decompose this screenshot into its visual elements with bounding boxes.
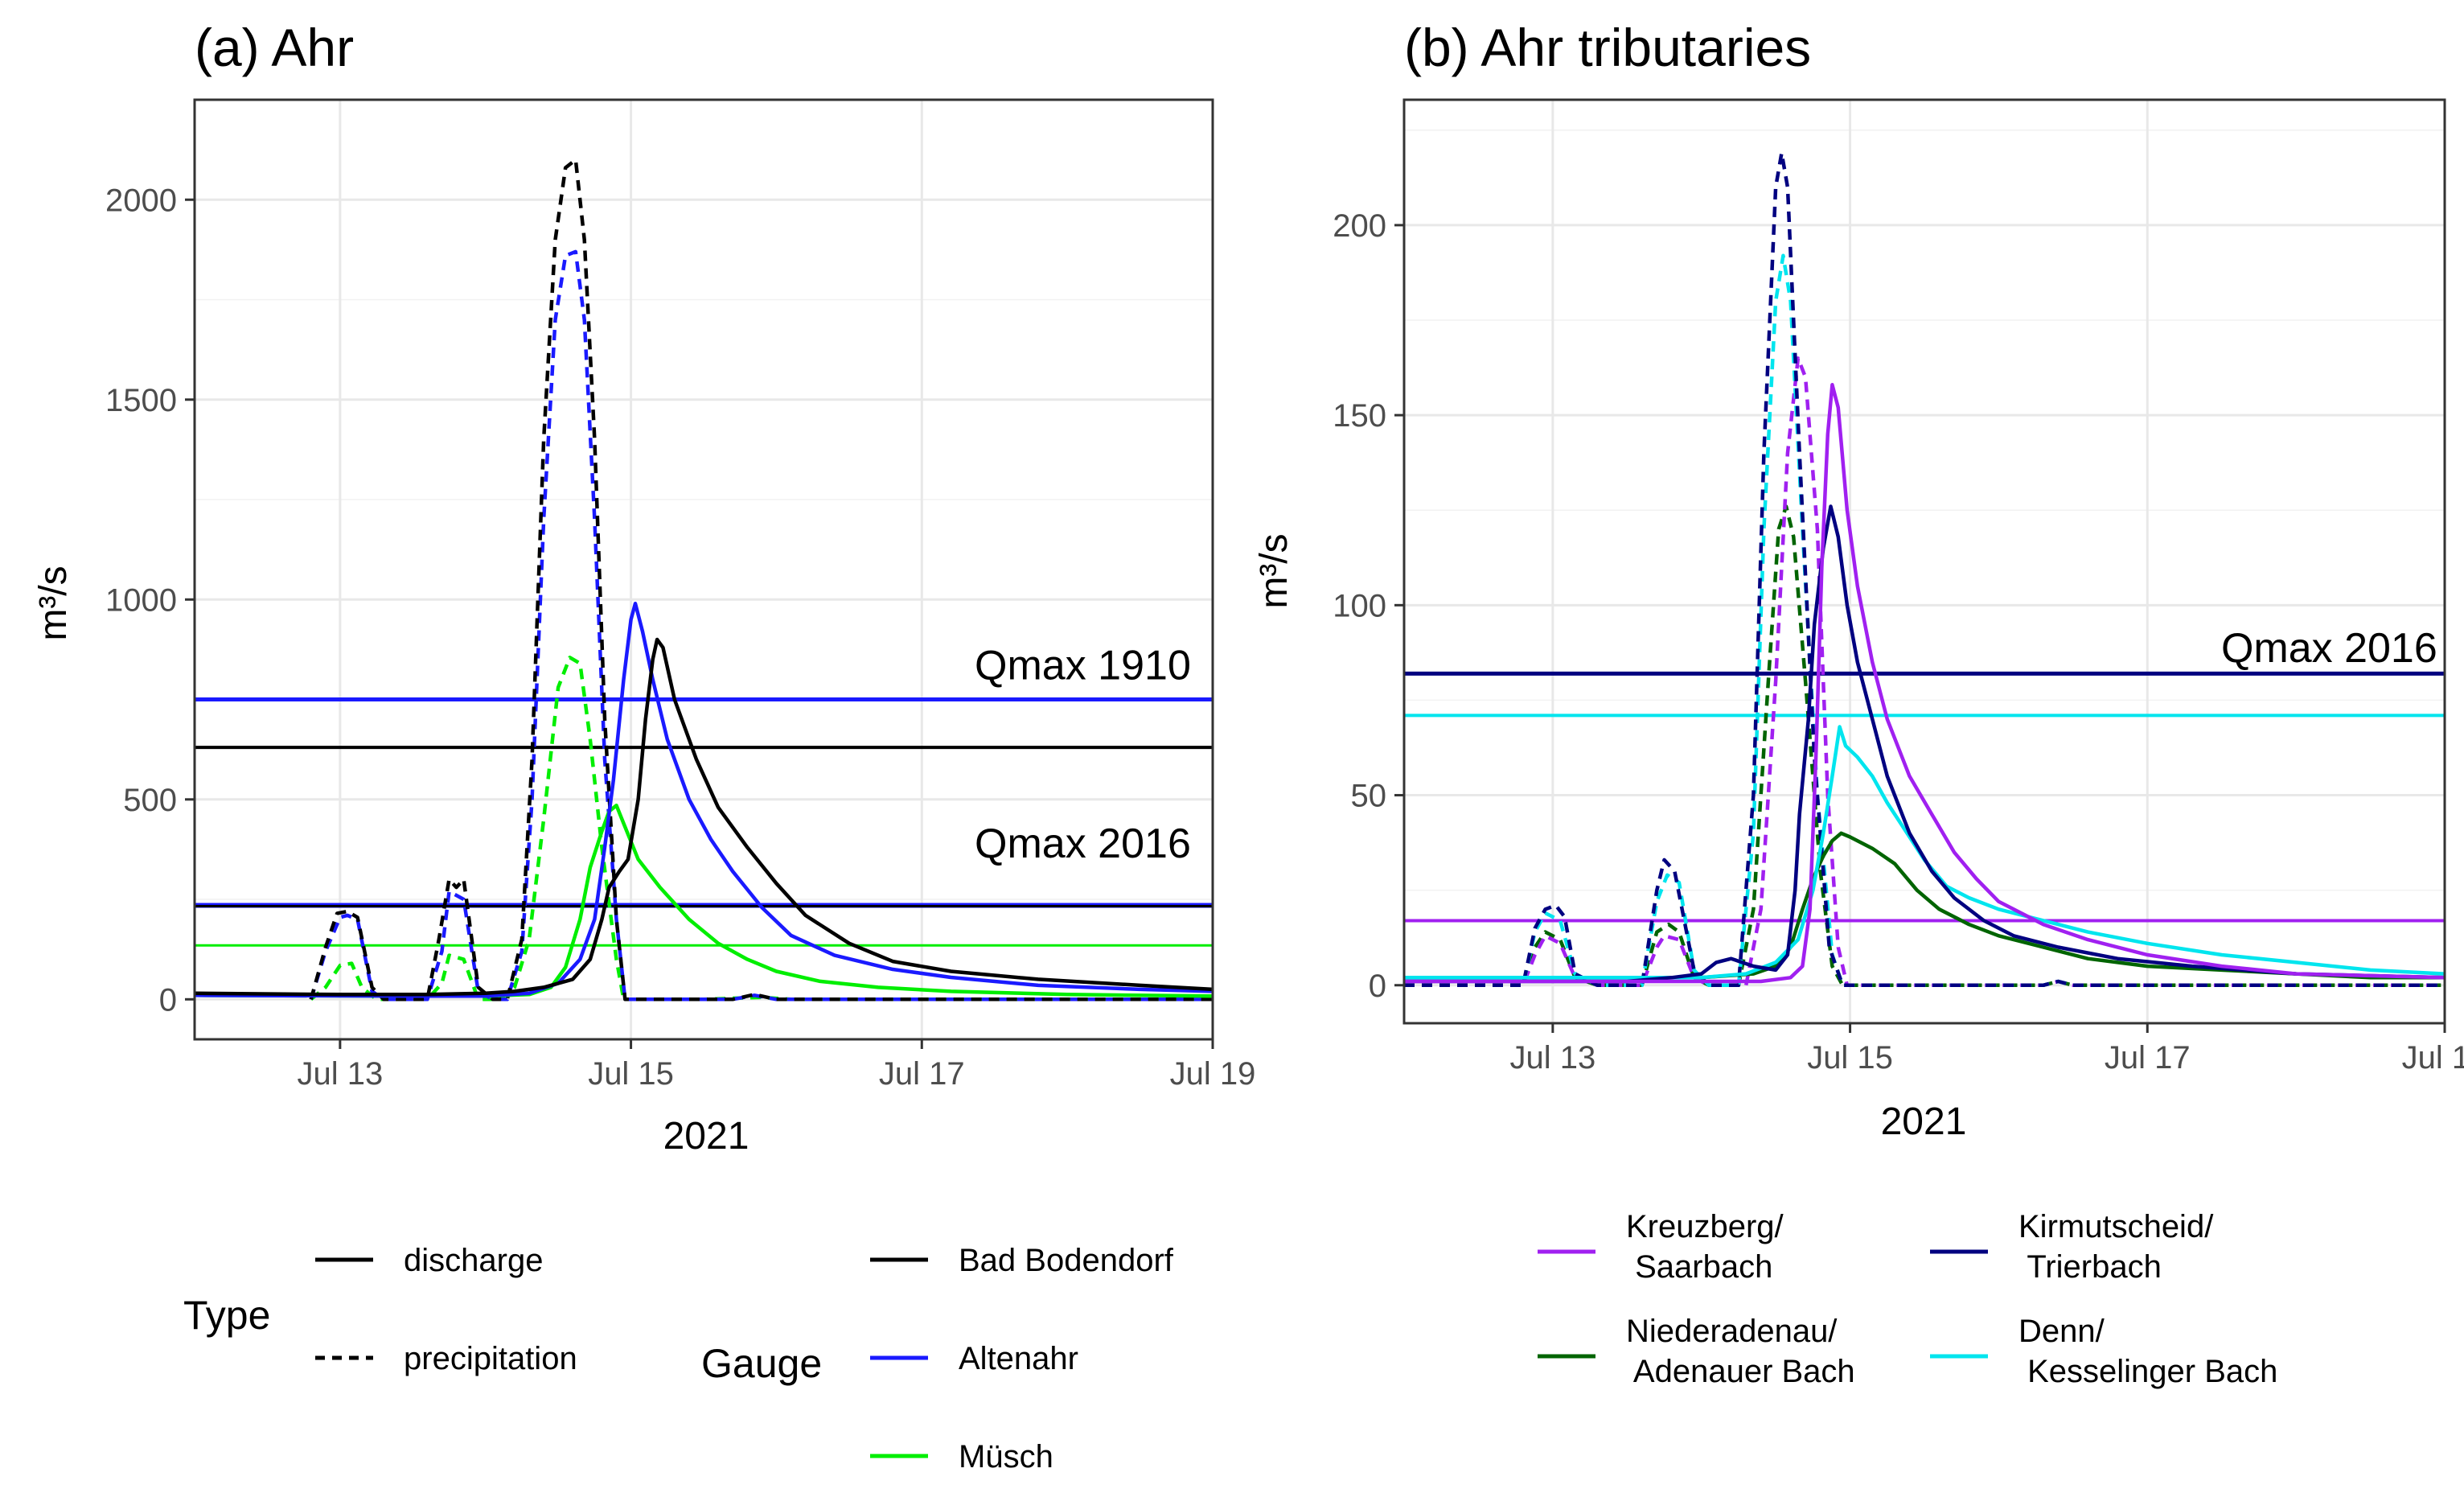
- panel-a-y-tick-label: 500: [123, 783, 177, 818]
- panel-a: (a) Ahr Jul 13 Jul 15 Jul 17 Jul 19 0 500 1000…: [32, 18, 1255, 1158]
- panel-b-annotation: Qmax 2016: [2221, 625, 2437, 672]
- panel-b-y-tick-label: 50: [1351, 779, 1387, 814]
- panel-b-y-tick-label: 200: [1333, 208, 1386, 244]
- panel-a-y-tick-label: 2000: [105, 183, 177, 218]
- panel-b-x-tick-label: Jul 13: [1509, 1040, 1595, 1076]
- panel-a-series-altenahr-precipitation: [309, 249, 1213, 1002]
- panel-b-y-tick-label: 100: [1333, 588, 1386, 623]
- panel-b-plot-border: [1402, 98, 2446, 1025]
- panel-a-x-axis-label: 2021: [663, 1115, 749, 1158]
- legend-niederadenau-label-2: Adenauer Bach: [1626, 1354, 1855, 1389]
- panel-b: (b) Ahr tributaries Jul 13 Jul 15 Jul 17 Ju…: [1253, 18, 2464, 1143]
- panel-b-plot-background: [1404, 100, 2445, 1023]
- panel-a-annotation: Qmax 2016: [975, 821, 1191, 867]
- legend-precipitation-label: precipitation: [404, 1341, 577, 1376]
- panel-b-x-tick-label: Jul 15: [1807, 1040, 1893, 1076]
- panel-a-y-axis-label: m³/s: [32, 566, 75, 640]
- panel-a-plot: Jul 13 Jul 15 Jul 17 Jul 19 0 500 1000 1500 2000…: [105, 98, 1256, 1092]
- panel-a-plot-background: [195, 100, 1213, 1039]
- panel-a-x-tick-label: Jul 19: [1170, 1056, 1256, 1092]
- panel-a-series-bad-bodendorf-discharge: [194, 637, 1214, 997]
- panel-b-series-denn-kesselinger-bach-discharge: [1404, 725, 2446, 980]
- panel-b-y-tick-label: 150: [1333, 398, 1386, 434]
- legend-denn-label-1: Denn/: [2018, 1314, 2105, 1349]
- panel-a-series-altenahr-discharge: [194, 601, 1214, 998]
- legend-bad-bodendorf-label: Bad Bodendorf: [959, 1243, 1174, 1278]
- panel-b-series-niederadenau-adenauer-bach-discharge: [1404, 831, 2445, 980]
- legend-tributaries: Kreuzberg/ Saarbach Kirmutscheid/ Trierb…: [1538, 1209, 2277, 1389]
- panel-a-y-tick-label: 0: [159, 982, 177, 1018]
- panel-b-series-kirmutscheid-precipitation: [1404, 150, 2445, 988]
- panel-b-series-kirmutscheid-trierbach-discharge: [1404, 504, 2446, 984]
- legend-kirmutscheid-label-2: Trierbach: [2018, 1249, 2162, 1285]
- legend-altenahr-label: Altenahr: [959, 1341, 1078, 1376]
- panel-b-series-kreuzberg-precipitation: [1404, 356, 2445, 988]
- panel-b-y-axis-label: m³/s: [1253, 533, 1296, 608]
- legend-type-gauge: Type discharge precipitation Gauge Bad B…: [183, 1243, 1174, 1474]
- panel-a-annotation: Qmax 1910: [975, 643, 1191, 689]
- panel-b-plot: Jul 13 Jul 15 Jul 17 Jul 19 0 50 100 150 200 Qmax…: [1333, 98, 2464, 1076]
- panel-a-x-tick-label: Jul 13: [297, 1056, 383, 1092]
- legend-discharge-label: discharge: [404, 1243, 543, 1278]
- panel-a-y-tick-label: 1000: [105, 582, 177, 618]
- legend-kirmutscheid-label-1: Kirmutscheid/: [2018, 1209, 2214, 1244]
- panel-a-x-tick-label: Jul 15: [588, 1056, 674, 1092]
- panel-a-y-tick-label: 1500: [105, 383, 177, 418]
- legend-gauge-title: Gauge: [701, 1341, 822, 1386]
- legend-denn-label-2: Kesselinger Bach: [2018, 1354, 2277, 1389]
- panel-a-series-musch-precipitation: [310, 656, 1213, 1002]
- panel-b-x-tick-label: Jul 17: [2105, 1040, 2191, 1076]
- legend-musch-label: Müsch: [959, 1439, 1053, 1474]
- panel-b-x-tick-label: Jul 19: [2402, 1040, 2464, 1076]
- panel-a-title: (a) Ahr: [195, 18, 354, 77]
- legend-niederadenau-label-1: Niederadenau/: [1626, 1314, 1838, 1349]
- legend-kreuzberg-label-1: Kreuzberg/: [1626, 1209, 1784, 1244]
- panel-b-series-kreuzberg-saarbach-discharge: [1404, 383, 2446, 984]
- panel-b-x-axis-label: 2021: [1881, 1100, 1967, 1143]
- panel-b-title: (b) Ahr tributaries: [1404, 18, 1811, 77]
- panel-a-plot-border: [193, 98, 1214, 1041]
- panel-a-x-tick-label: Jul 17: [879, 1056, 965, 1092]
- panel-b-y-tick-label: 0: [1369, 969, 1386, 1004]
- legend-type-title: Type: [183, 1293, 270, 1338]
- legend-kreuzberg-label-2: Saarbach: [1626, 1249, 1772, 1285]
